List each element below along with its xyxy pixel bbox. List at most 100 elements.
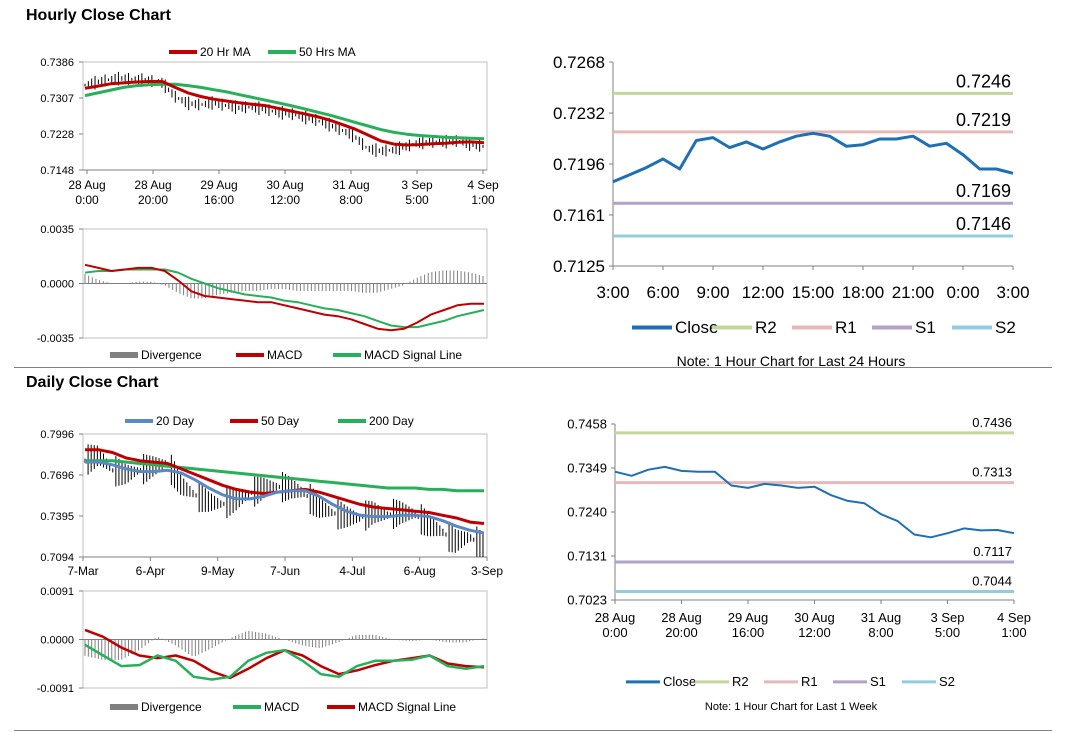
daily-week-legend-r2-label: R2: [732, 674, 749, 689]
hourly-price-x-tick-time: 16:00: [204, 193, 234, 207]
hourly-price-x-tick-date: 30 Aug: [266, 178, 303, 192]
hourly-price-y-tick-label: 0.7386: [40, 57, 74, 69]
daily-price-y-tick-label: 0.7395: [40, 511, 74, 523]
daily-week-x-tick-date: 28 Aug: [595, 610, 636, 625]
hourly-24h-x-tick-label: 9:00: [696, 283, 729, 302]
daily-week-x-tick-date: 29 Aug: [728, 610, 769, 625]
hourly-24h-y-tick-label: 0.7268: [553, 53, 605, 72]
daily-week-legend-close-label: Close: [663, 674, 696, 689]
daily-week-x-tick-time: 5:00: [935, 625, 960, 640]
hourly-price-y-tick-label: 0.7307: [40, 93, 74, 105]
daily-legend-macd-label: MACD: [264, 700, 300, 714]
hourly-24h-y-tick-label: 0.7161: [553, 206, 605, 225]
daily-200-day-ma-line: [85, 459, 484, 493]
daily-week-r2-level-label: 0.7436: [972, 415, 1012, 430]
hourly-macd-signal-line: [84, 268, 485, 329]
daily-week-x-tick-date: 28 Aug: [661, 610, 702, 625]
daily-week-legend-s2-label: S2: [939, 674, 955, 689]
hourly-24h-r1-level-label: 0.7219: [956, 110, 1011, 130]
daily-week-s2-level-label: 0.7044: [972, 574, 1012, 589]
daily-week-s1-level-label: 0.7117: [973, 544, 1012, 559]
hourly-24h-y-tick-label: 0.7196: [553, 155, 605, 174]
hourly-macd-y-tick-label: 0.0035: [40, 224, 74, 236]
hourly-50hr-ma-line: [84, 82, 485, 141]
daily-week-x-tick-time: 20:00: [665, 625, 698, 640]
hourly-legend-divergence-label: Divergence: [141, 348, 202, 362]
hourly-price-x-tick-date: 28 Aug: [134, 178, 171, 192]
hourly-24h-x-tick-label: 12:00: [742, 283, 785, 302]
hourly-legend-macd-label: MACD: [267, 348, 303, 362]
daily-week-y-tick-label: 0.7023: [567, 593, 607, 608]
daily-price-x-tick-label: 6-Aug: [404, 564, 436, 578]
hourly-24h-legend-r2-label: R2: [755, 318, 777, 337]
daily-price-x-tick-label: 4-Jul: [339, 564, 365, 578]
hourly-24h-s1-level-label: 0.7169: [956, 181, 1011, 201]
hourly-price-y-tick-label: 0.7228: [40, 129, 74, 141]
daily-macd-line: [84, 643, 485, 681]
hourly-price-y-tick-label: 0.7148: [40, 165, 74, 177]
hourly-24h-x-tick-label: 18:00: [842, 283, 885, 302]
hourly-macd-y-tick-label: 0.0000: [40, 279, 74, 291]
daily-week-y-tick-label: 0.7349: [567, 461, 607, 476]
daily-week-close-line: [614, 465, 1015, 539]
hourly-price-x-tick-time: 20:00: [138, 193, 168, 207]
daily-week-x-tick-date: 30 Aug: [794, 610, 835, 625]
hourly-price-x-tick-date: 4 Sep: [467, 178, 499, 192]
daily-week-legend-s1-label: S1: [870, 674, 886, 689]
daily-price-y-tick-label: 0.7094: [40, 552, 74, 564]
hourly-legend-20hr-ma-label: 20 Hr MA: [200, 45, 251, 59]
daily-week-x-tick-time: 12:00: [798, 625, 831, 640]
hourly-24h-legend-s1-label: S1: [915, 318, 936, 337]
daily-week-x-tick-time: 1:00: [1001, 625, 1026, 640]
daily-legend-20-day-label: 20 Day: [156, 414, 194, 428]
daily-price-x-tick-label: 7-Jun: [270, 564, 300, 578]
daily-price-y-tick-label: 0.7696: [40, 470, 74, 482]
daily-legend-50-day-label: 50 Day: [261, 414, 299, 428]
hourly-24h-legend-s2-label: S2: [995, 318, 1016, 337]
daily-legend-200-day-label: 200 Day: [369, 414, 414, 428]
daily-legend-divergence-label: Divergence: [141, 700, 202, 714]
daily-legend-divergence-swatch: [110, 704, 138, 710]
daily-week-x-tick-time: 16:00: [732, 625, 765, 640]
hourly-price-x-tick-date: 3 Sep: [401, 178, 433, 192]
hourly-price-x-tick-time: 8:00: [339, 193, 363, 207]
hourly-price-x-tick-date: 29 Aug: [200, 178, 237, 192]
daily-week-note: Note: 1 Hour Chart for Last 1 Week: [705, 701, 878, 713]
hourly-24h-x-tick-label: 0:00: [946, 283, 979, 302]
daily-price-x-tick-label: 6-Apr: [136, 564, 165, 578]
daily-macd-y-tick-label: 0.0091: [40, 586, 74, 598]
hourly-price-x-tick-time: 5:00: [405, 193, 429, 207]
hourly-macd-y-tick-label: -0.0035: [37, 333, 74, 345]
hourly-24h-x-tick-label: 21:00: [892, 283, 935, 302]
hourly-price-x-tick-time: 12:00: [270, 193, 300, 207]
daily-week-y-tick-label: 0.7458: [567, 417, 607, 432]
daily-legend-macd-signal-label: MACD Signal Line: [358, 700, 456, 714]
daily-week-x-tick-date: 3 Sep: [931, 610, 965, 625]
daily-week-x-tick-date: 31 Aug: [861, 610, 902, 625]
hourly-legend-macd-signal-label: MACD Signal Line: [364, 348, 462, 362]
hourly-24h-s2-level-label: 0.7146: [956, 214, 1011, 234]
daily-price-y-tick-label: 0.7996: [40, 429, 74, 441]
daily-divider: [14, 730, 1052, 731]
daily-week-y-tick-label: 0.7131: [567, 549, 607, 564]
hourly-macd-line: [84, 263, 484, 332]
daily-week-x-tick-time: 0:00: [602, 625, 627, 640]
daily-week-y-tick-label: 0.7240: [567, 505, 607, 520]
daily-week-legend-r1-label: R1: [801, 674, 818, 689]
hourly-24h-r2-level-label: 0.7246: [956, 71, 1011, 91]
hourly-section-title: Hourly Close Chart: [26, 7, 171, 24]
hourly-divider: [14, 367, 1052, 368]
hourly-price-x-tick-date: 28 Aug: [68, 178, 105, 192]
hourly-24h-x-tick-label: 15:00: [792, 283, 835, 302]
hourly-24h-y-tick-label: 0.7125: [553, 257, 605, 276]
hourly-legend-divergence-swatch: [110, 352, 138, 358]
hourly-24h-x-tick-label: 3:00: [996, 283, 1029, 302]
hourly-24h-close-line: [612, 131, 1014, 184]
hourly-24h-legend-r1-label: R1: [835, 318, 857, 337]
hourly-legend-50hr-ma-label: 50 Hrs MA: [299, 45, 356, 59]
